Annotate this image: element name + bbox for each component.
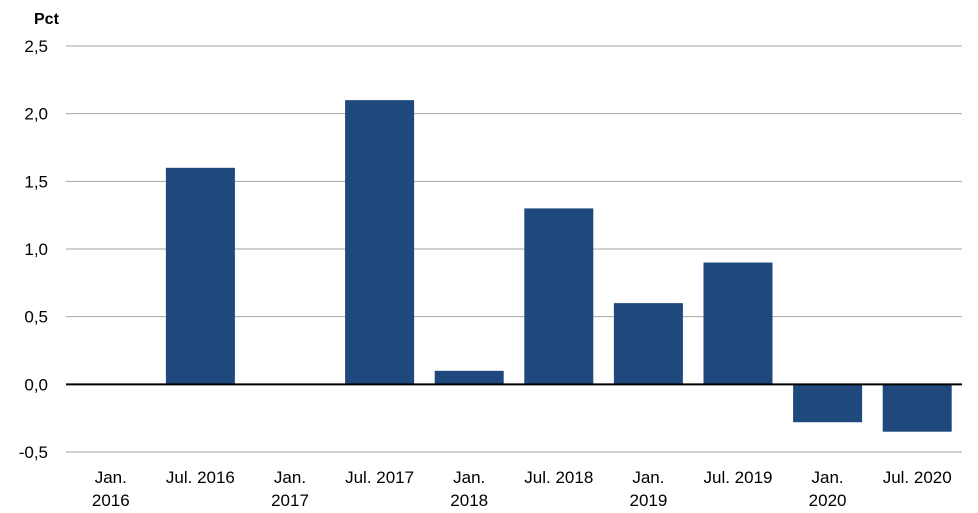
bar: [434, 370, 504, 385]
bar: [613, 303, 683, 385]
bar: [793, 384, 863, 423]
x-tick-label: Jul. 2017: [345, 468, 414, 487]
x-tick-label: Jul. 2019: [704, 468, 773, 487]
y-tick-label: -0,5: [19, 443, 48, 462]
bars: [165, 100, 952, 432]
bar: [882, 384, 952, 432]
x-tick-label: Jul. 2018: [524, 468, 593, 487]
y-tick-label: 1,5: [24, 172, 48, 191]
x-tick-label: Jul. 2016: [166, 468, 235, 487]
y-tick-label: 0,0: [24, 375, 48, 394]
x-tick-label: Jan. 2016: [92, 468, 130, 510]
y-tick-label: 1,0: [24, 240, 48, 259]
y-tick-label: 2,5: [24, 37, 48, 56]
x-tick-label: Jan. 2019: [629, 468, 667, 510]
x-tick-label: Jan. 2018: [450, 468, 488, 510]
y-axis-unit-label: Pct: [34, 11, 60, 28]
bar: [703, 262, 773, 385]
x-tick-label: Jan. 2020: [809, 468, 847, 510]
y-tick-labels: 2,5 2,0 1,5 1,0 0,5 0,0 -0,5: [19, 37, 48, 462]
bar: [345, 100, 415, 385]
y-tick-label: 0,5: [24, 308, 48, 327]
y-tick-label: 2,0: [24, 105, 48, 124]
x-tick-labels: Jan. 2016 Jul. 2016 Jan. 2017 Jul. 2017 Jan. 20…: [92, 468, 952, 510]
x-tick-label: Jan. 2017: [271, 468, 309, 510]
bar: [524, 208, 594, 385]
bar: [165, 167, 235, 385]
x-tick-label: Jul. 2020: [883, 468, 952, 487]
